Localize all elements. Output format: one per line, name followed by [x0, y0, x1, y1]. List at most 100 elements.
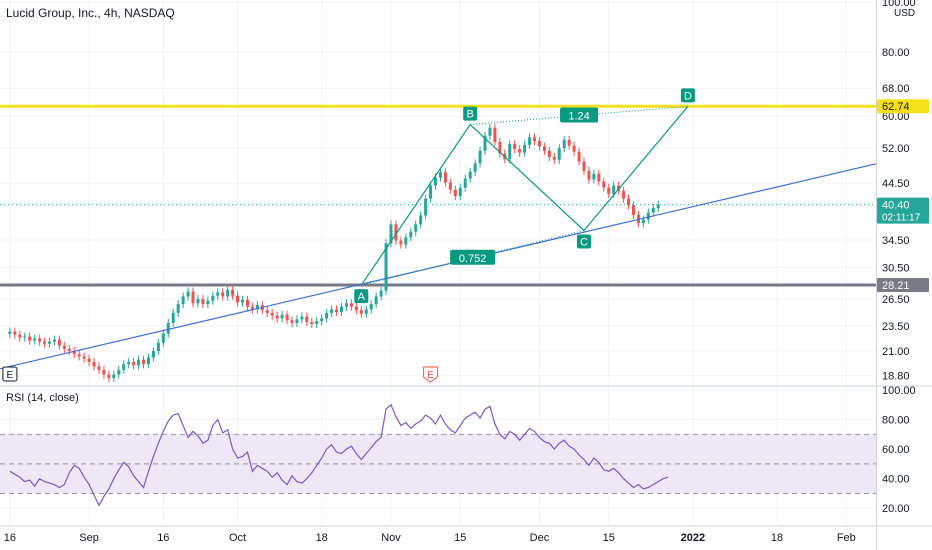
candle[interactable]: [171, 312, 175, 324]
candle[interactable]: [562, 139, 566, 149]
candle[interactable]: [488, 127, 492, 136]
candle[interactable]: [47, 341, 51, 344]
candle[interactable]: [354, 306, 358, 311]
candle[interactable]: [57, 339, 61, 346]
abcd-pattern-line[interactable]: [360, 106, 689, 286]
candle[interactable]: [181, 296, 185, 305]
candle[interactable]: [72, 350, 76, 355]
candle[interactable]: [364, 309, 368, 314]
candle[interactable]: [409, 231, 413, 238]
candle[interactable]: [156, 342, 160, 351]
candle[interactable]: [434, 177, 438, 186]
abcd-pattern-drawing[interactable]: A B C D 1.24 0.752 E E: [0, 88, 877, 383]
candle[interactable]: [597, 173, 601, 182]
earnings-marker[interactable]: E: [2, 366, 18, 382]
candle[interactable]: [300, 316, 304, 320]
candle[interactable]: [518, 149, 522, 153]
candle[interactable]: [241, 299, 245, 303]
candle[interactable]: [339, 306, 343, 313]
candle[interactable]: [384, 243, 388, 291]
candle[interactable]: [142, 359, 146, 365]
candle[interactable]: [438, 172, 442, 178]
candle[interactable]: [285, 314, 289, 321]
candle[interactable]: [77, 354, 81, 357]
candle[interactable]: [458, 187, 462, 196]
pattern-point-a[interactable]: A: [354, 289, 369, 304]
ratio-label[interactable]: 1.24: [560, 107, 599, 123]
candle[interactable]: [43, 341, 47, 344]
candle[interactable]: [102, 369, 106, 375]
rsi-line[interactable]: [9, 403, 669, 507]
candle[interactable]: [577, 151, 581, 162]
candle[interactable]: [572, 145, 576, 152]
candle[interactable]: [453, 189, 457, 196]
candle[interactable]: [429, 185, 433, 199]
pattern-point-b[interactable]: B: [463, 106, 478, 121]
candle[interactable]: [127, 361, 131, 365]
candle[interactable]: [211, 295, 215, 301]
candle[interactable]: [191, 291, 195, 304]
candle[interactable]: [8, 331, 12, 334]
candle[interactable]: [463, 178, 467, 188]
candle[interactable]: [315, 321, 319, 324]
candle[interactable]: [404, 237, 408, 245]
candle[interactable]: [122, 364, 126, 370]
pattern-point-c[interactable]: C: [577, 234, 591, 249]
candle[interactable]: [226, 289, 230, 297]
candle[interactable]: [196, 298, 200, 304]
candle[interactable]: [468, 171, 472, 179]
candle[interactable]: [270, 312, 274, 316]
candle[interactable]: [62, 345, 66, 349]
candle[interactable]: [528, 137, 532, 145]
candle[interactable]: [369, 304, 373, 310]
candle[interactable]: [513, 143, 517, 150]
candle[interactable]: [330, 309, 334, 313]
candle[interactable]: [627, 198, 631, 206]
candle[interactable]: [379, 290, 383, 297]
candle[interactable]: [651, 208, 655, 213]
candle[interactable]: [389, 224, 393, 244]
candle[interactable]: [602, 181, 606, 188]
candle[interactable]: [280, 314, 284, 319]
candle[interactable]: [374, 296, 378, 305]
candle[interactable]: [186, 291, 190, 297]
candle[interactable]: [52, 339, 56, 342]
candle[interactable]: [344, 303, 348, 307]
candle[interactable]: [33, 338, 37, 341]
candle[interactable]: [310, 322, 314, 324]
candle[interactable]: [552, 157, 556, 160]
candle[interactable]: [473, 163, 477, 172]
candle[interactable]: [295, 319, 299, 324]
candle[interactable]: [335, 309, 339, 313]
earnings-marker[interactable]: E: [423, 366, 439, 383]
pattern-point-d[interactable]: D: [680, 88, 695, 103]
candle[interactable]: [38, 338, 42, 342]
candle[interactable]: [206, 300, 210, 305]
candle[interactable]: [448, 182, 452, 190]
candle[interactable]: [567, 139, 571, 146]
candle[interactable]: [592, 173, 596, 180]
candle[interactable]: [537, 141, 541, 147]
candlestick-series[interactable]: [8, 123, 660, 383]
candle[interactable]: [394, 224, 398, 241]
candle[interactable]: [424, 198, 428, 216]
candle[interactable]: [97, 366, 101, 370]
candle[interactable]: [236, 295, 240, 303]
candle[interactable]: [92, 361, 96, 367]
candle[interactable]: [414, 224, 418, 232]
candle[interactable]: [151, 350, 155, 358]
candle[interactable]: [443, 172, 447, 183]
candle[interactable]: [631, 205, 635, 215]
candle[interactable]: [265, 310, 269, 313]
candle[interactable]: [547, 150, 551, 158]
candle[interactable]: [201, 298, 205, 305]
candle[interactable]: [67, 348, 71, 351]
candle[interactable]: [245, 299, 249, 307]
candle[interactable]: [483, 135, 487, 151]
candle[interactable]: [419, 215, 423, 225]
candle[interactable]: [557, 148, 561, 160]
candle[interactable]: [255, 304, 259, 310]
candle[interactable]: [250, 306, 254, 310]
candle[interactable]: [533, 137, 537, 142]
candle[interactable]: [146, 357, 150, 365]
